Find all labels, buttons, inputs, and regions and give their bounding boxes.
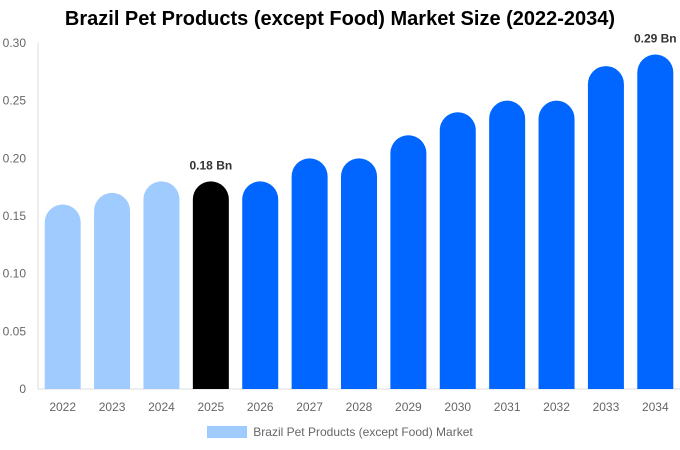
y-tick-label: 0.10 [3,267,27,281]
bar-2028 [341,158,377,389]
data-label-2025: 0.18 Bn [190,158,233,172]
data-label-2034: 0.29 Bn [634,32,677,46]
legend-label: Brazil Pet Products (except Food) Market [253,425,473,439]
y-tick-label: 0.30 [3,36,27,50]
chart-title: Brazil Pet Products (except Food) Market… [64,8,616,30]
bar-2032 [538,100,575,389]
x-tick-label: 2032 [543,400,570,414]
x-tick-label: 2033 [593,400,620,414]
x-tick-label: 2024 [148,400,175,414]
x-tick-label: 2026 [247,400,274,414]
y-tick-label: 0 [19,382,26,396]
x-tick-label: 2031 [494,400,521,414]
bar-2026 [242,181,279,389]
bar-2025 [192,181,229,389]
x-tick-label: 2034 [642,400,669,414]
bar-2027 [291,158,328,389]
y-tick-label: 0.05 [3,324,27,338]
x-tick-label: 2028 [346,400,373,414]
x-tick-label: 2025 [197,400,224,414]
x-tick-label: 2022 [49,400,76,414]
legend: Brazil Pet Products (except Food) Market [0,425,680,439]
bar-2030 [439,112,476,389]
legend-swatch [207,426,248,438]
y-tick-label: 0.15 [3,209,27,223]
y-tick-label: 0.25 [3,94,27,108]
y-tick-label: 0.20 [3,151,27,165]
bar-2022 [44,204,81,389]
bar-2023 [94,192,131,389]
x-tick-label: 2029 [395,400,422,414]
bar-2033 [587,66,624,389]
x-tick-label: 2023 [99,400,126,414]
bar-2034 [637,54,674,390]
bar-2031 [489,100,526,390]
bar-2024 [143,181,180,389]
x-tick-label: 2027 [296,400,323,414]
x-tick-label: 2030 [444,400,471,414]
bar-2029 [390,135,427,389]
